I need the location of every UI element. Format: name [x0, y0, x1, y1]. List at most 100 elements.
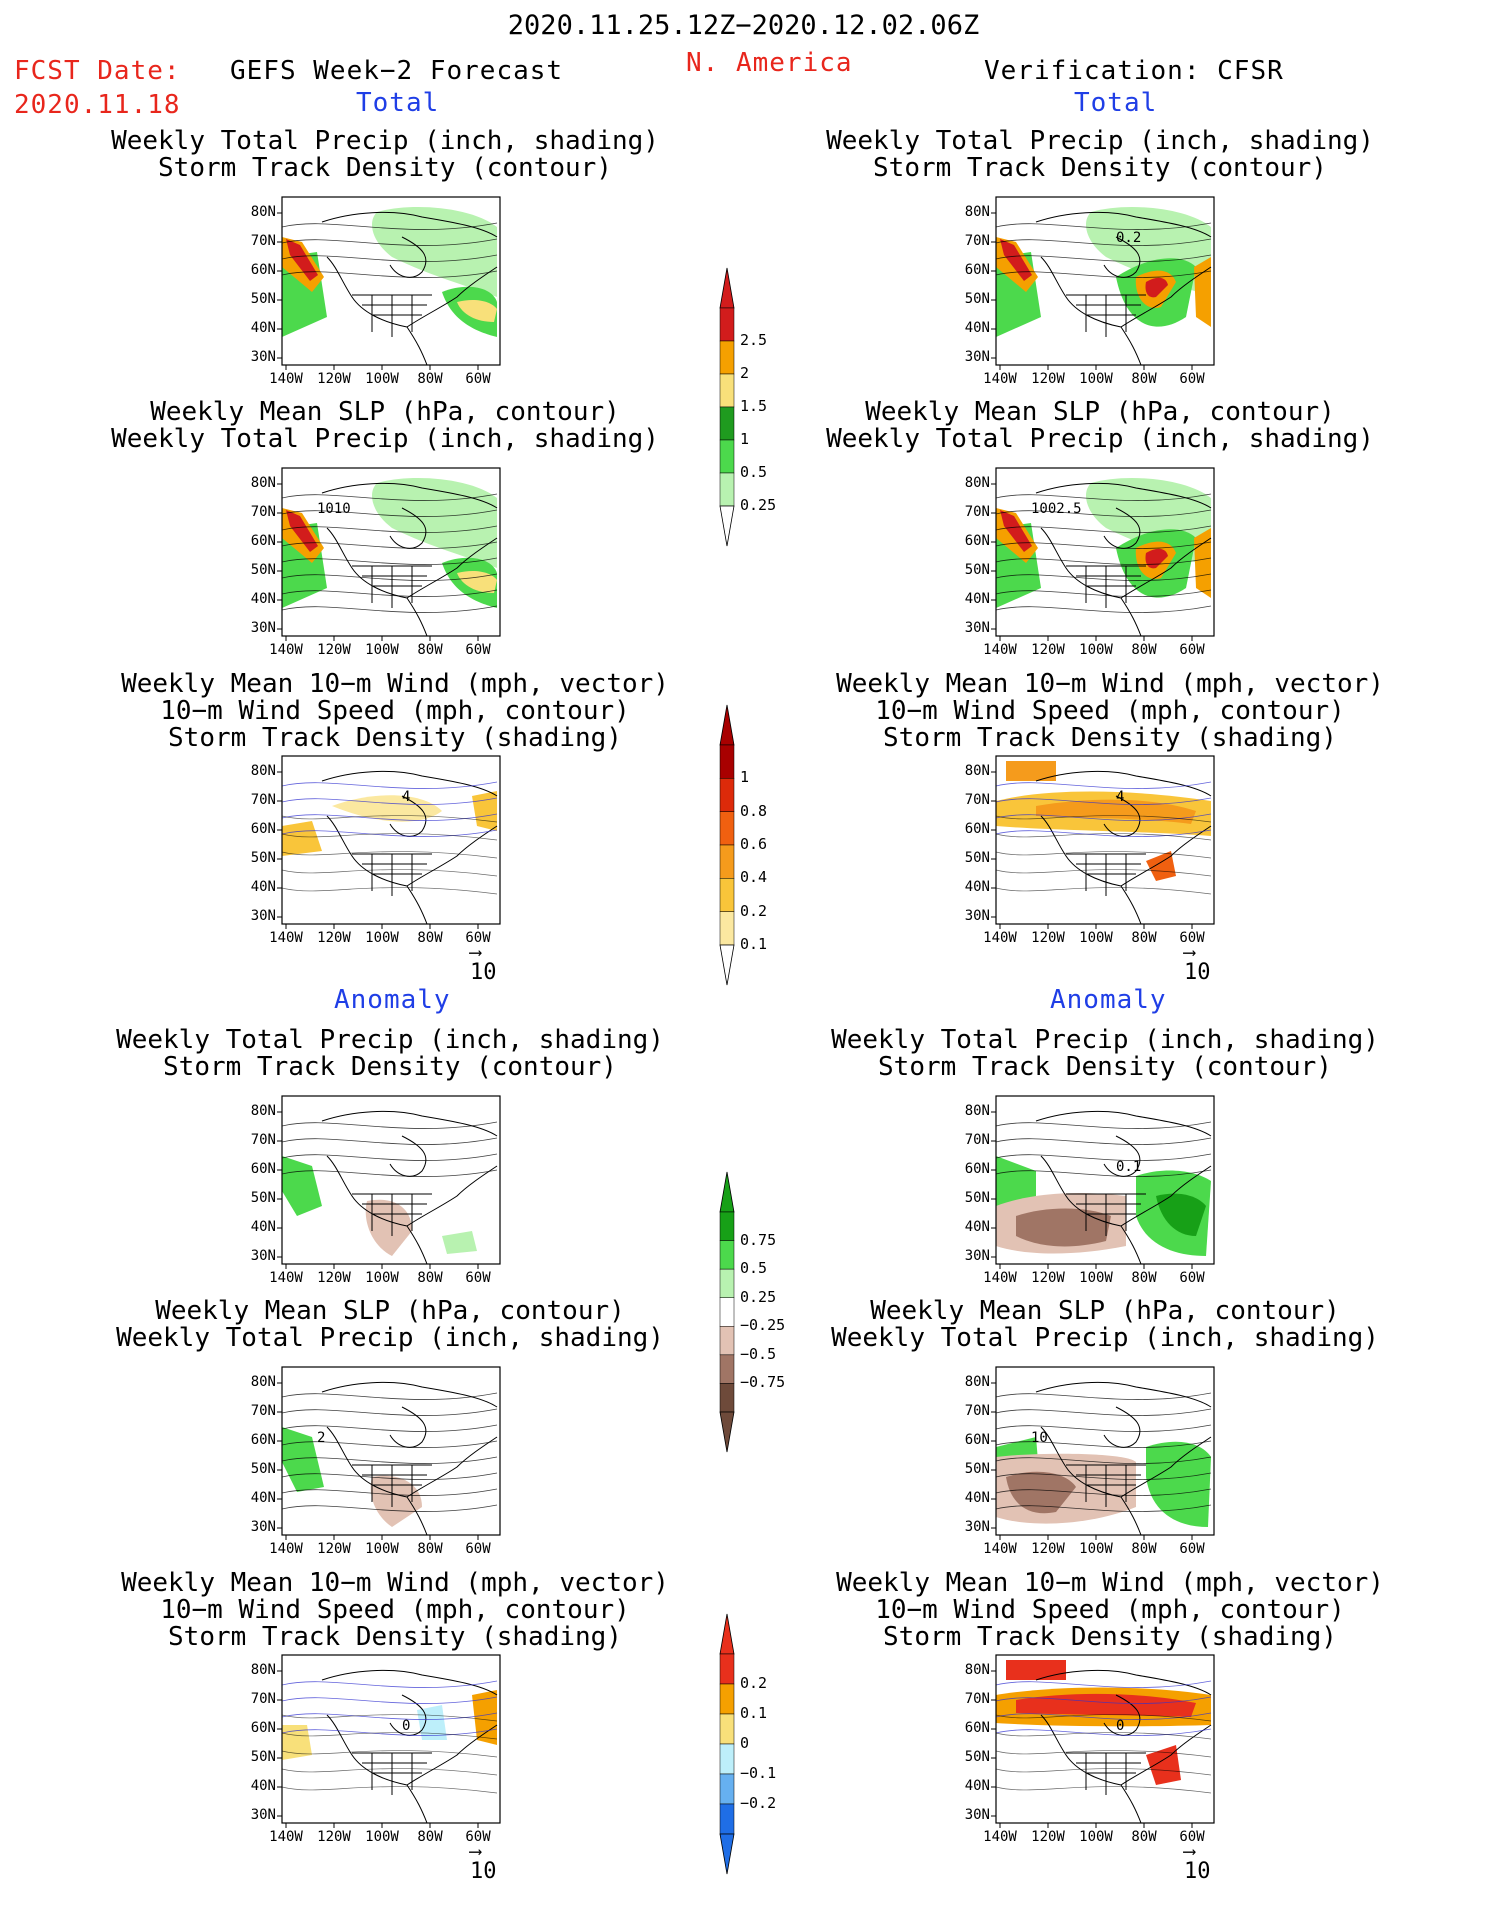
- lon-label: 80W: [1131, 371, 1157, 387]
- colorbar-swatch: [719, 778, 735, 812]
- lat-label: 40N: [964, 1490, 990, 1506]
- lon-label: 100W: [1079, 1270, 1113, 1286]
- lon-label: 120W: [317, 371, 351, 387]
- colorbar-swatch: [719, 1211, 735, 1241]
- lat-label: 30N: [250, 620, 276, 636]
- colorbar-swatch: [719, 744, 735, 779]
- lat-label: 70N: [964, 504, 990, 520]
- lon-label: 120W: [317, 642, 351, 658]
- lat-label: 40N: [250, 1490, 276, 1506]
- lat-label: 80N: [964, 1374, 990, 1390]
- lat-label: 80N: [250, 204, 276, 220]
- map-cfsr-slp-total: 1002.5: [991, 467, 1215, 641]
- colorbar-swatch: [719, 1743, 735, 1775]
- lat-label: 30N: [964, 908, 990, 924]
- lon-label: 100W: [365, 930, 399, 946]
- lon-label: 80W: [1131, 1541, 1157, 1557]
- lon-label: 120W: [317, 1270, 351, 1286]
- colorbar-cap-top: [719, 267, 735, 309]
- lat-label: 80N: [250, 1103, 276, 1119]
- lon-label: 60W: [1179, 1270, 1205, 1286]
- colorbar-label: 0.4: [740, 868, 768, 887]
- lat-label: 50N: [964, 562, 990, 578]
- lat-label: 60N: [250, 1161, 276, 1177]
- section-total-right: Total: [1074, 88, 1158, 118]
- lat-label: 50N: [964, 291, 990, 307]
- colorbar-label: −0.5: [740, 1344, 777, 1363]
- lon-label: 100W: [365, 371, 399, 387]
- colorbar-label: −0.2: [740, 1794, 777, 1812]
- colorbar-swatch: [719, 1803, 735, 1835]
- lon-label: 60W: [1179, 930, 1205, 946]
- contour-label: 0: [1116, 1718, 1124, 1734]
- lon-label: 120W: [317, 1829, 351, 1845]
- title-fcst-precip-total: Weekly Total Precip (inch, shading) Stor…: [111, 126, 659, 183]
- colorbar-swatch: [719, 1653, 735, 1685]
- lat-label: 40N: [250, 1778, 276, 1794]
- lon-label: 140W: [983, 1541, 1017, 1557]
- colorbar-swatch: [719, 439, 735, 474]
- map-panel-cfsr-precip-anom: 0.1 80N 70N 60N 50N 40N 30N 140W 120W 100W 80W 60W: [965, 1095, 1215, 1286]
- map-fcst-precip-total: [277, 196, 501, 370]
- map-cfsr-wind-anom: 0: [991, 1654, 1215, 1828]
- title-fcst-precip-anom: Weekly Total Precip (inch, shading) Stor…: [116, 1025, 664, 1082]
- colorbar-cap-top: [719, 1613, 735, 1655]
- lat-label: 40N: [250, 1219, 276, 1235]
- lat-label: 80N: [250, 475, 276, 491]
- contour-label: 10: [1031, 1430, 1048, 1446]
- colorbar-precip_anom: 0.75 0.5 0.25 −0.25 −0.5 −0.75: [718, 1171, 798, 1453]
- colorbar-label: −0.25: [740, 1316, 786, 1335]
- title-cfsr-precip-anom: Weekly Total Precip (inch, shading) Stor…: [831, 1025, 1379, 1082]
- map-panel-fcst-slp-anom: 2 80N 70N 60N 50N 40N 30N 140W 120W 100W 80W 60W: [251, 1366, 501, 1557]
- lat-label: 50N: [964, 1190, 990, 1206]
- colorbar-swatch: [719, 1683, 735, 1715]
- map-fcst-wind-total: 4: [277, 755, 501, 929]
- lat-label: 70N: [964, 1691, 990, 1707]
- colorbar-label: 1: [740, 430, 750, 448]
- colorbar-swatch: [719, 373, 735, 408]
- colorbar-label: 2: [740, 364, 750, 382]
- colorbar-cap-top: [719, 1171, 735, 1213]
- lon-label: 60W: [1179, 642, 1205, 658]
- map-fcst-wind-anom: 0: [277, 1654, 501, 1828]
- lat-label: 70N: [250, 792, 276, 808]
- lon-label: 140W: [269, 1270, 303, 1286]
- lon-label: 140W: [269, 371, 303, 387]
- colorbar-track_total: 1 0.8 0.6 0.4 0.2 0.1: [718, 704, 798, 986]
- lon-label: 140W: [983, 642, 1017, 658]
- lat-label: 80N: [250, 763, 276, 779]
- colorbar-label: 0.5: [740, 463, 768, 481]
- lat-label: 70N: [964, 1132, 990, 1148]
- colorbar-label: 0.25: [740, 1287, 777, 1306]
- vector-ref-value: 10: [1184, 1859, 1211, 1884]
- lon-label: 100W: [365, 1541, 399, 1557]
- contour-label: 1010: [317, 501, 351, 517]
- colorbar-swatch: [719, 472, 735, 507]
- lon-label: 80W: [417, 1541, 443, 1557]
- lat-label: 60N: [964, 1161, 990, 1177]
- lon-label: 80W: [1131, 930, 1157, 946]
- contour-label: 0.1: [1116, 1159, 1141, 1175]
- lon-label: 60W: [465, 930, 491, 946]
- map-cfsr-wind-total: 4: [991, 755, 1215, 929]
- vector-ref-value: 10: [1184, 960, 1211, 985]
- title-fcst-wind-anom: Weekly Mean 10−m Wind (mph, vector) 10−m…: [121, 1568, 669, 1652]
- colorbar-precip_total: 2.5 2 1.5 1 0.5 0.25: [718, 267, 798, 547]
- colorbar-swatch: [719, 878, 735, 912]
- colorbar-swatch: [719, 844, 735, 879]
- map-panel-cfsr-slp-total: 1002.5 80N 70N 60N 50N 40N 30N 140W 120W 100W 80W 6…: [965, 467, 1215, 658]
- lon-label: 140W: [269, 1541, 303, 1557]
- lon-label: 140W: [269, 1829, 303, 1845]
- lat-label: 80N: [964, 1662, 990, 1678]
- lat-label: 40N: [964, 591, 990, 607]
- lat-label: 40N: [250, 320, 276, 336]
- contour-label: 4: [1116, 789, 1124, 805]
- colorbar-swatch: [719, 406, 735, 441]
- lat-label: 40N: [250, 879, 276, 895]
- lon-label: 120W: [1031, 642, 1065, 658]
- map-fcst-slp-anom: 2: [277, 1366, 501, 1540]
- lat-label: 80N: [964, 475, 990, 491]
- lon-label: 120W: [1031, 1829, 1065, 1845]
- lat-label: 80N: [250, 1374, 276, 1390]
- lon-label: 100W: [365, 1270, 399, 1286]
